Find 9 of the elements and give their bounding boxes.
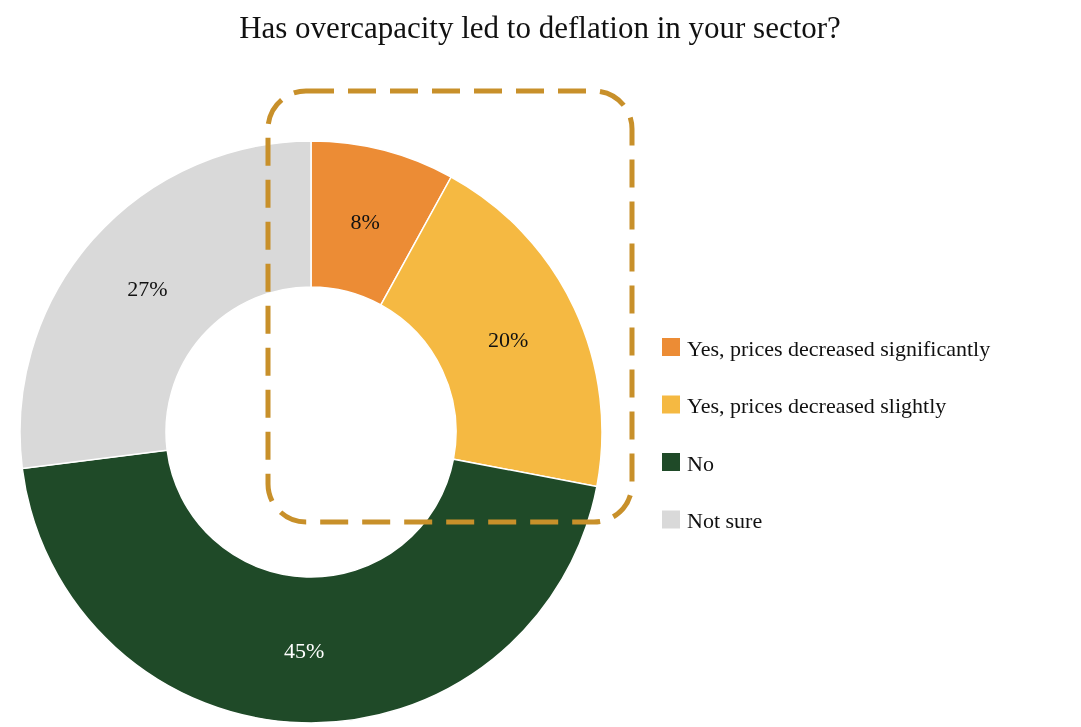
data-label: 20% xyxy=(488,326,529,352)
chart-title: Has overcapacity led to deflation in your sector? xyxy=(239,10,841,45)
data-label: 8% xyxy=(350,208,380,234)
data-label: 45% xyxy=(283,637,325,663)
data-label: 27% xyxy=(127,275,168,301)
legend-label: Yes, prices decreased slightly xyxy=(687,393,947,419)
legend-label: No xyxy=(687,450,714,476)
legend-label: Not sure xyxy=(687,508,763,534)
legend-label: Yes, prices decreased significantly xyxy=(687,335,991,361)
